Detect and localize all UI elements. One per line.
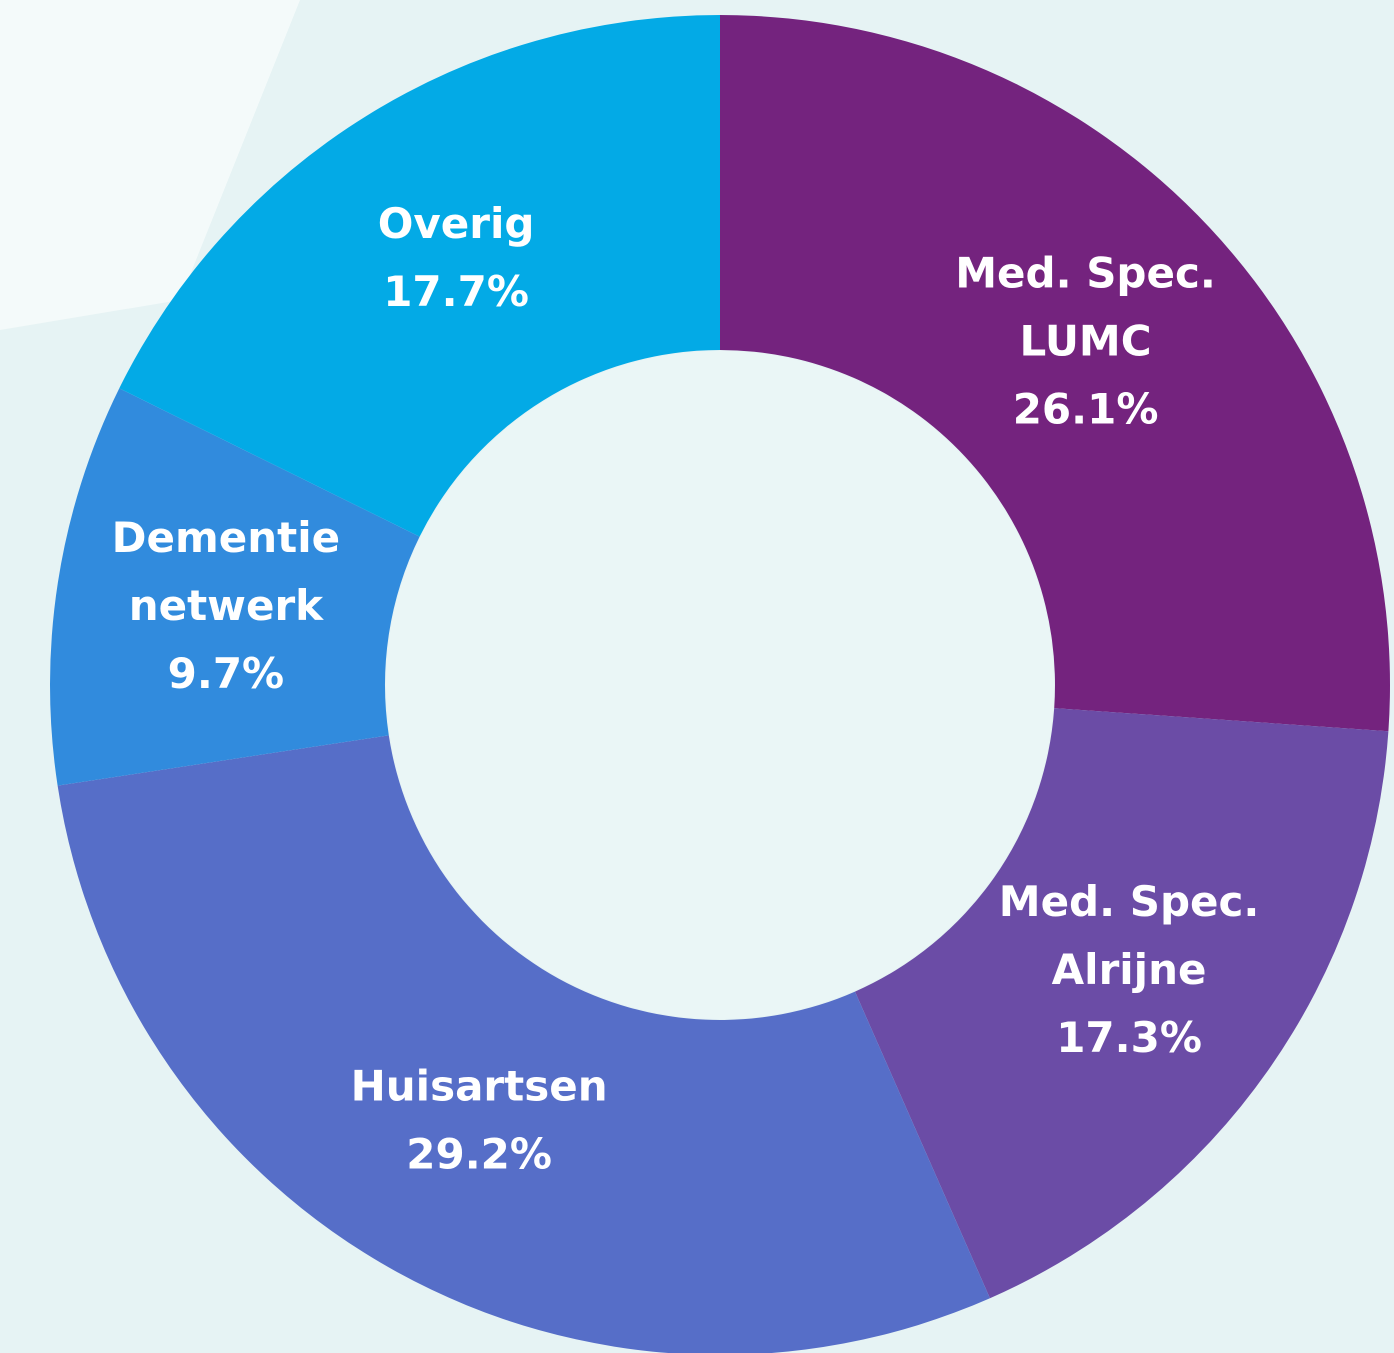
segment-label: LUMC xyxy=(1020,316,1152,365)
segment-label: Alrijne xyxy=(1052,945,1207,994)
segment-label: Overig xyxy=(378,199,535,248)
bg-shape xyxy=(0,0,300,330)
segment-label: Dementie xyxy=(112,513,340,562)
segment-label: netwerk xyxy=(129,581,324,630)
segment-label: Med. Spec. xyxy=(955,248,1216,297)
value-label: 29.2% xyxy=(406,1130,552,1179)
donut-segment xyxy=(854,708,1389,1299)
donut-segment xyxy=(57,735,990,1353)
segment-label: Med. Spec. xyxy=(999,877,1260,926)
donut-segment xyxy=(50,388,420,786)
donut-segment xyxy=(720,15,1390,732)
donut-segment xyxy=(119,15,721,537)
value-label: 26.1% xyxy=(1013,384,1159,433)
value-label: 9.7% xyxy=(168,649,284,698)
donut-hole xyxy=(386,351,1054,1019)
value-label: 17.3% xyxy=(1056,1013,1202,1062)
value-label: 17.7% xyxy=(383,267,529,316)
segment-label: Huisartsen xyxy=(351,1062,608,1111)
